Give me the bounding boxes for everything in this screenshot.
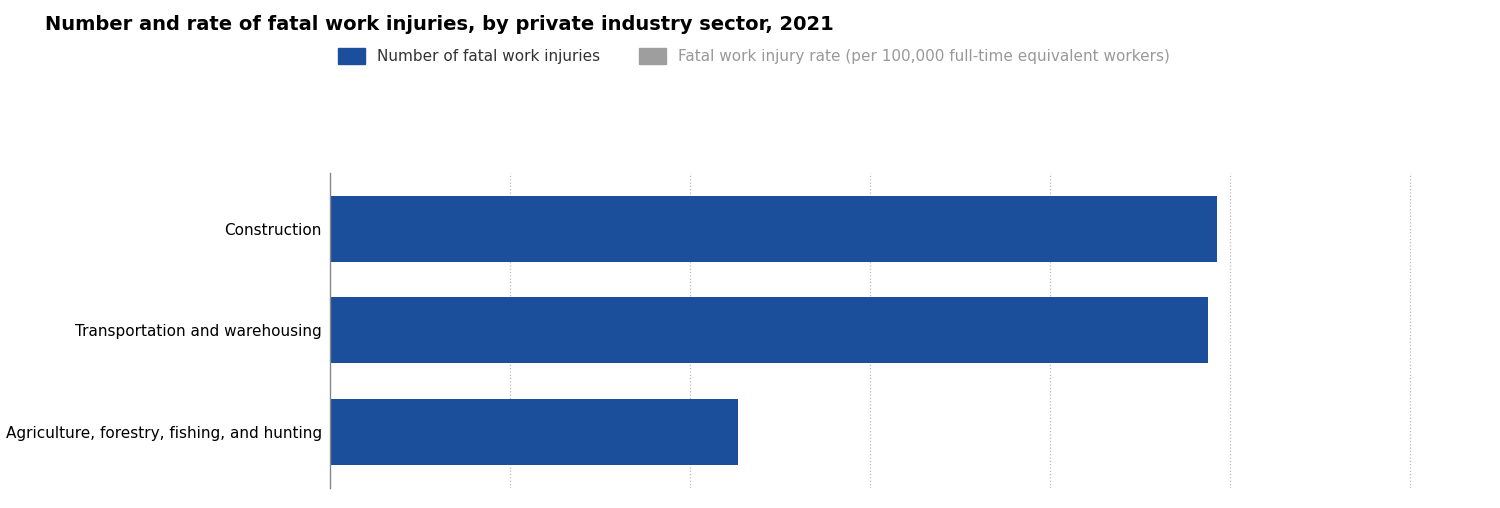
- Text: Number and rate of fatal work injuries, by private industry sector, 2021: Number and rate of fatal work injuries, …: [45, 15, 834, 34]
- Bar: [330, 399, 738, 465]
- Bar: [330, 196, 1218, 262]
- Legend: Number of fatal work injuries, Fatal work injury rate (per 100,000 full-time equ: Number of fatal work injuries, Fatal wor…: [338, 48, 1170, 64]
- Bar: [330, 297, 1209, 363]
